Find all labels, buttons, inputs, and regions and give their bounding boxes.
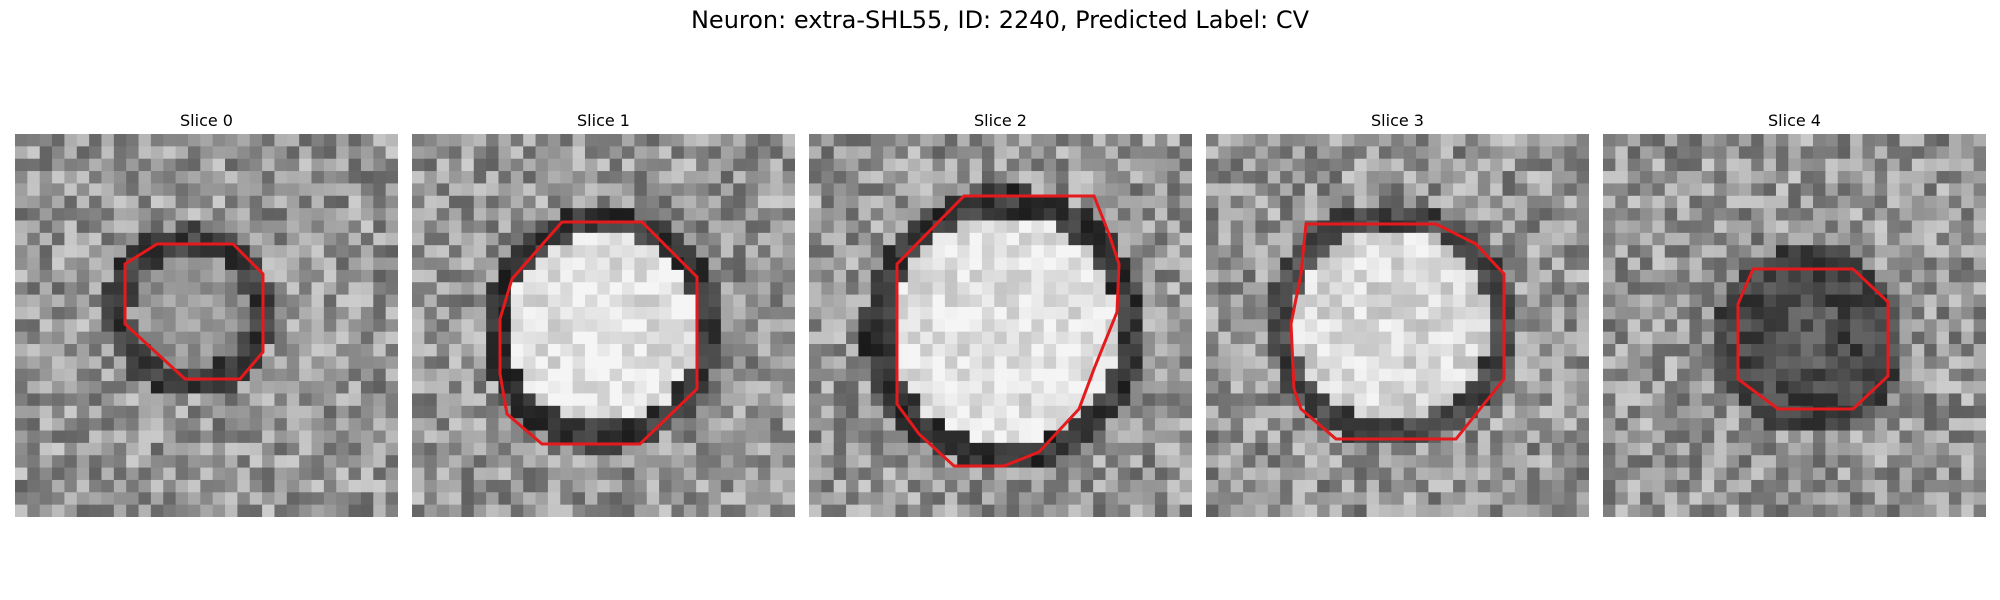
slice-image	[412, 134, 795, 517]
contour	[1289, 222, 1506, 441]
contour	[123, 242, 265, 381]
slice-image	[1206, 134, 1589, 517]
slice-image	[809, 134, 1192, 517]
slice-title: Slice 3	[1371, 111, 1424, 130]
slice-image	[15, 134, 398, 517]
slice-panel: Slice 3	[1206, 108, 1589, 517]
slice-panel: Slice 4	[1603, 108, 1986, 517]
slice-panel: Slice 2	[809, 108, 1192, 517]
slice-image	[1603, 134, 1986, 517]
contour	[895, 194, 1121, 468]
contour	[498, 220, 699, 446]
slice-title: Slice 4	[1768, 111, 1821, 130]
slice-title: Slice 2	[974, 111, 1027, 130]
figure-title: Neuron: extra-SHL55, ID: 2240, Predicted…	[690, 6, 1310, 34]
slice-title: Slice 0	[180, 111, 233, 130]
contour	[1736, 267, 1890, 411]
slice-title: Slice 1	[577, 111, 630, 130]
slice-panel: Slice 1	[412, 108, 795, 517]
slice-panel: Slice 0	[15, 108, 398, 517]
